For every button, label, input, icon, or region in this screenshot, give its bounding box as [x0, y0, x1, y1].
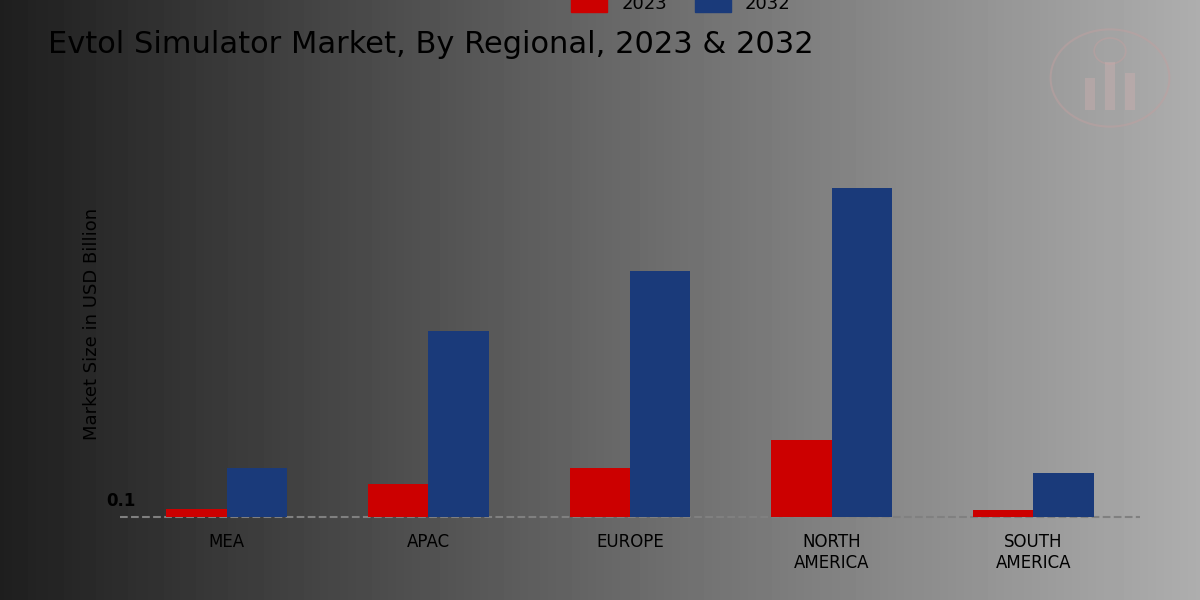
Bar	[227, 468, 287, 517]
Bar	[630, 271, 690, 517]
Text: Evtol Simulator Market, By Regional, 2023 & 2032: Evtol Simulator Market, By Regional, 202…	[48, 30, 814, 59]
Bar	[832, 188, 892, 517]
Bar	[428, 331, 488, 517]
Y-axis label: Market Size in USD Billion: Market Size in USD Billion	[83, 208, 101, 440]
Bar	[167, 509, 227, 517]
Bar	[1124, 73, 1135, 110]
Text: 0.1: 0.1	[106, 492, 136, 510]
Legend: 2023, 2032: 2023, 2032	[564, 0, 798, 20]
Bar	[1105, 62, 1115, 110]
Bar	[1033, 473, 1093, 517]
Bar	[1085, 78, 1096, 110]
Bar	[772, 440, 832, 517]
Bar	[368, 484, 428, 517]
Bar	[973, 510, 1033, 517]
Bar	[570, 468, 630, 517]
